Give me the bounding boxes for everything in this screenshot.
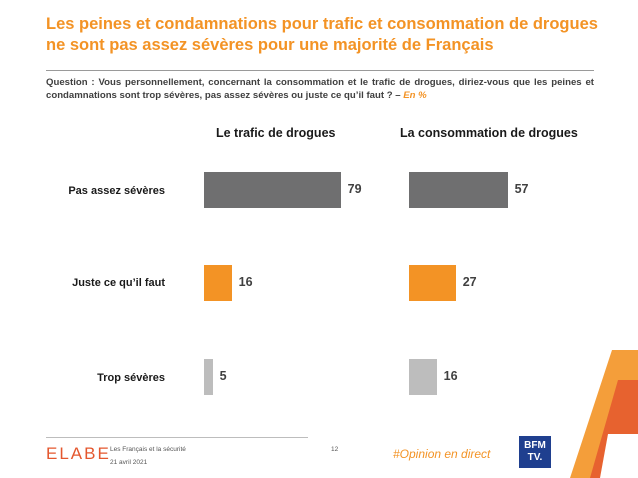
value-label-la-consommation-de-drogues-juste-ce-qu-il-faut: 27 (462, 275, 477, 289)
elabe-logo: ELABE (46, 444, 111, 463)
question-body: Question : Vous personnellement, concern… (46, 77, 594, 101)
footer-page-number: 12 (331, 446, 339, 453)
row-label-pas-assez-severes: Pas assez sévères (68, 185, 165, 197)
footer-hashtag: #Opinion en direct (393, 447, 491, 461)
row-label-trop-severes: Trop sévères (97, 372, 165, 384)
question-unit: En % (403, 90, 427, 101)
panel-title-trafic: Le trafic de drogues (216, 126, 336, 140)
title-divider (46, 70, 594, 71)
bfmtv-logo: BFM TV. (519, 436, 551, 468)
value-label-le-trafic-de-drogues-trop-severes: 5 (219, 369, 227, 383)
panel-title-consommation: La consommation de drogues (400, 126, 578, 140)
bar-le-trafic-de-drogues-pas-assez-severes (204, 172, 341, 208)
value-label-le-trafic-de-drogues-pas-assez-severes: 79 (347, 182, 362, 196)
value-label-la-consommation-de-drogues-trop-severes: 16 (443, 369, 458, 383)
footer-date: 21 avril 2021 (110, 459, 148, 466)
footer-study: Les Français et la sécurité (110, 446, 186, 453)
bar-la-consommation-de-drogues-pas-assez-severes (409, 172, 508, 208)
value-label-la-consommation-de-drogues-pas-assez-severes: 57 (514, 182, 529, 196)
value-label-le-trafic-de-drogues-juste-ce-qu-il-faut: 16 (238, 275, 253, 289)
bar-le-trafic-de-drogues-trop-severes (204, 359, 213, 395)
question-text: Question : Vous personnellement, concern… (46, 76, 594, 102)
footer-divider (46, 437, 308, 438)
bar-la-consommation-de-drogues-juste-ce-qu-il-faut (409, 265, 456, 301)
bar-la-consommation-de-drogues-trop-severes (409, 359, 437, 395)
bar-le-trafic-de-drogues-juste-ce-qu-il-faut (204, 265, 232, 301)
decorative-triangle-icon (570, 350, 638, 478)
page-title: Les peines et condamnations pour trafic … (46, 15, 598, 54)
row-label-juste-ce-qu-il-faut: Juste ce qu’il faut (72, 277, 165, 289)
